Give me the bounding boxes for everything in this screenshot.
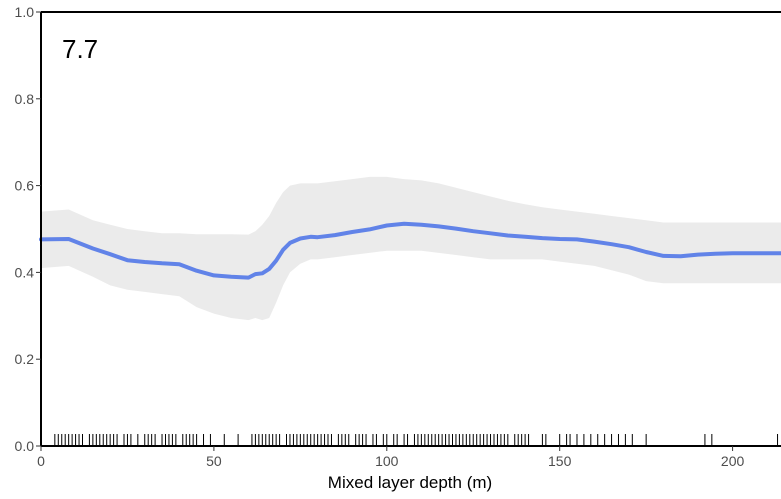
x-tick-label: 150 — [548, 453, 572, 469]
x-tick-label: 50 — [206, 453, 222, 469]
rug-marks — [55, 434, 778, 446]
y-tick-label: 0.2 — [15, 351, 35, 367]
y-axis-ticks: 0.0 0.2 0.4 0.6 0.8 1.0 — [15, 4, 41, 454]
x-tick-label: 0 — [37, 453, 45, 469]
y-tick-label: 0.4 — [15, 264, 35, 280]
y-tick-label: 1.0 — [15, 4, 35, 20]
y-tick-label: 0.6 — [15, 178, 35, 194]
x-tick-label: 100 — [375, 453, 399, 469]
y-tick-label: 0.0 — [15, 438, 35, 454]
x-tick-label: 200 — [721, 453, 745, 469]
x-axis-ticks: 0 50 100 150 200 — [37, 446, 744, 469]
x-axis-title: Mixed layer depth (m) — [328, 473, 492, 492]
panel-label: 7.7 — [62, 34, 98, 64]
confidence-band — [41, 177, 781, 320]
confidence-band-area — [41, 177, 781, 320]
y-tick-label: 0.8 — [15, 91, 35, 107]
